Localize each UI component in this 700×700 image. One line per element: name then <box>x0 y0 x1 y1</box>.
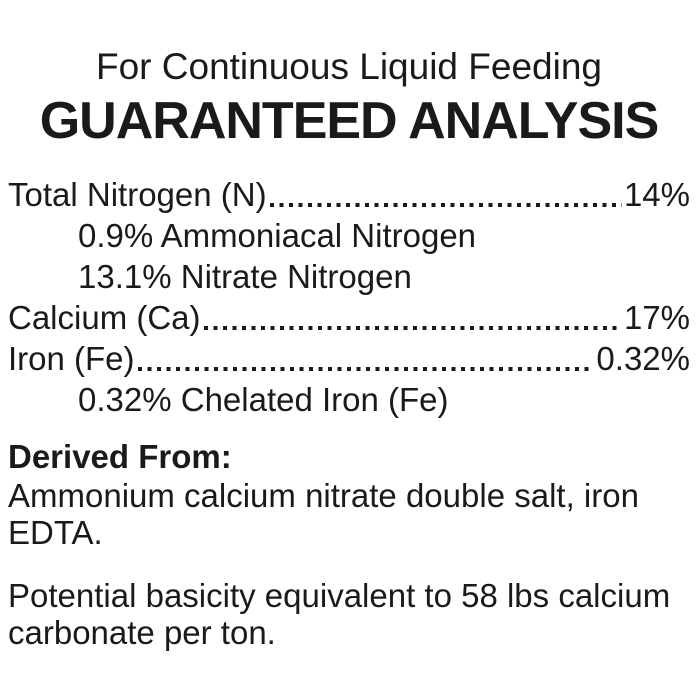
analysis-name: Calcium (Ca) <box>8 299 201 336</box>
analysis-row: Iron (Fe) 0.32% <box>8 338 690 379</box>
analysis-value: 0.32% <box>596 340 690 377</box>
analysis-row: Total Nitrogen (N) 14% <box>8 174 690 215</box>
derived-from-text: Ammonium calcium nitrate double salt, ir… <box>8 477 639 551</box>
feeding-subtitle: For Continuous Liquid Feeding <box>96 46 602 87</box>
analysis-list: Total Nitrogen (N) 14% 0.9% Ammoniacal Nit… <box>8 174 690 420</box>
analysis-row: 13.1% Nitrate Nitrogen <box>8 256 690 297</box>
potential-basicity-note: Potential basicity equivalent to 58 lbs … <box>8 577 671 651</box>
analysis-name: 0.32% Chelated Iron (Fe) <box>78 381 449 418</box>
dot-leader <box>203 326 622 330</box>
analysis-row: Calcium (Ca) 17% <box>8 297 690 338</box>
dot-leader <box>137 367 595 371</box>
guaranteed-analysis-title: GUARANTEED ANALYSIS <box>39 92 660 150</box>
analysis-row: 0.9% Ammoniacal Nitrogen <box>8 215 690 256</box>
analysis-row: 0.32% Chelated Iron (Fe) <box>8 379 690 420</box>
analysis-value: 14% <box>623 176 690 213</box>
analysis-name: 0.9% Ammoniacal Nitrogen <box>78 217 477 254</box>
analysis-name: Total Nitrogen (N) <box>8 176 267 213</box>
analysis-name: Iron (Fe) <box>8 340 135 377</box>
analysis-name: 13.1% Nitrate Nitrogen <box>78 258 412 295</box>
derived-from-heading: Derived From: <box>8 438 232 475</box>
dot-leader <box>269 203 622 207</box>
analysis-value: 17% <box>623 299 690 336</box>
